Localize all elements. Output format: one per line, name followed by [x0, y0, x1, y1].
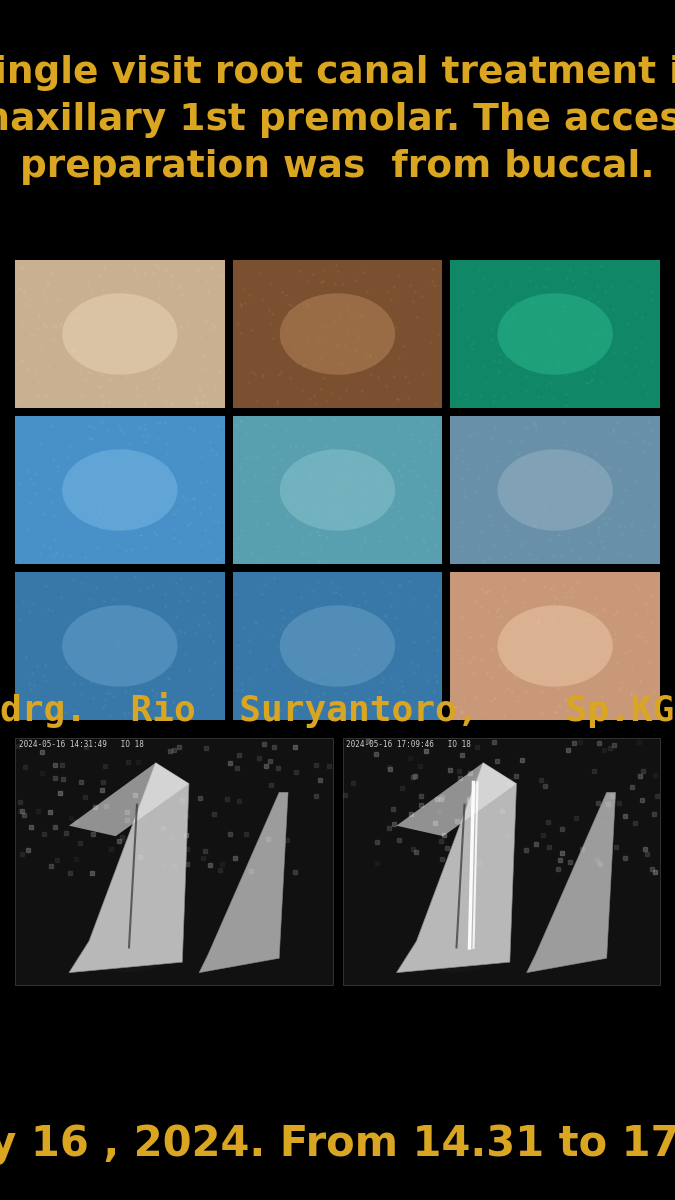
Polygon shape — [526, 792, 616, 973]
Bar — [15, 738, 333, 985]
Ellipse shape — [423, 948, 490, 972]
Polygon shape — [69, 763, 189, 973]
Bar — [450, 260, 660, 408]
Ellipse shape — [497, 605, 613, 686]
Bar — [15, 572, 225, 720]
Ellipse shape — [280, 449, 395, 530]
Ellipse shape — [62, 449, 178, 530]
Bar — [450, 416, 660, 564]
Bar — [233, 416, 442, 564]
Bar — [342, 738, 660, 985]
Ellipse shape — [62, 293, 178, 374]
Ellipse shape — [280, 605, 395, 686]
Bar — [233, 572, 442, 720]
Polygon shape — [396, 763, 516, 973]
Polygon shape — [69, 763, 189, 836]
Polygon shape — [199, 792, 288, 973]
Ellipse shape — [96, 948, 162, 972]
Bar — [450, 572, 660, 720]
Ellipse shape — [62, 605, 178, 686]
Bar — [233, 260, 442, 408]
Text: 2024-05-16 14:31:49   IO 18: 2024-05-16 14:31:49 IO 18 — [19, 740, 144, 749]
Ellipse shape — [497, 293, 613, 374]
Text: drg.  Rio  Suryantoro,    Sp.KG: drg. Rio Suryantoro, Sp.KG — [1, 692, 674, 728]
Ellipse shape — [280, 293, 395, 374]
Bar — [15, 260, 225, 408]
Text: May 16 , 2024. From 14.31 to 17.09: May 16 , 2024. From 14.31 to 17.09 — [0, 1123, 675, 1165]
Ellipse shape — [497, 449, 613, 530]
Polygon shape — [396, 763, 516, 836]
Bar — [15, 416, 225, 564]
Text: 2024-05-16 17:09:46   IO 18: 2024-05-16 17:09:46 IO 18 — [346, 740, 471, 749]
Text: Single visit root canal treatment in
maxillary 1st premolar. The access
preparat: Single visit root canal treatment in max… — [0, 55, 675, 185]
